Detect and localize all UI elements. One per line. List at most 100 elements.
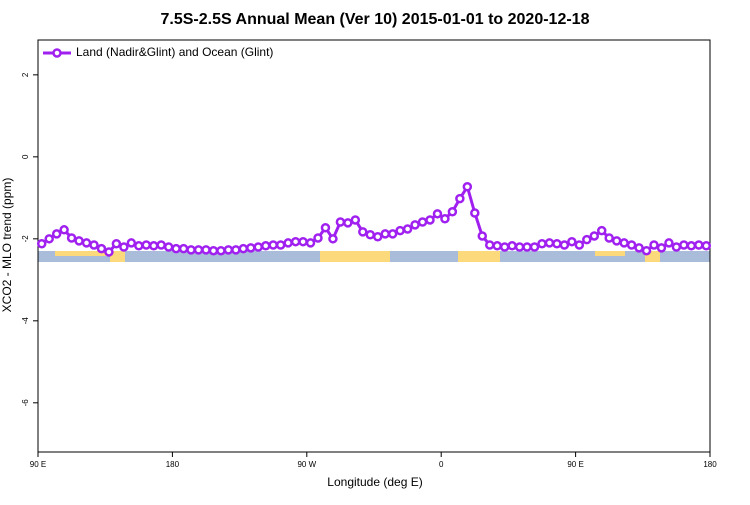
- data-point: [126, 238, 137, 248]
- data-point: [626, 240, 637, 250]
- data-point: [328, 234, 338, 244]
- data-point: [611, 236, 622, 246]
- data-point: [246, 243, 256, 253]
- data-point: [231, 245, 241, 255]
- data-point: [499, 242, 510, 252]
- data-point: [163, 242, 174, 252]
- y-tick-label: 0: [21, 154, 30, 159]
- chart-title: 7.5S-2.5S Annual Mean (Ver 10) 2015-01-0…: [161, 11, 590, 28]
- data-point: [537, 238, 547, 249]
- data-point: [320, 223, 331, 233]
- data-point: [171, 243, 181, 254]
- data-point: [178, 243, 189, 254]
- data-point: [216, 245, 226, 256]
- data-point: [96, 243, 107, 254]
- data-point: [119, 242, 129, 252]
- x-tick-label: 180: [166, 460, 180, 469]
- data-point: [582, 234, 592, 245]
- data-point: [417, 217, 428, 227]
- data-point: [634, 243, 644, 253]
- data-point: [59, 225, 69, 235]
- data-point: [81, 238, 92, 248]
- data-point: [641, 245, 652, 256]
- data-point: [671, 242, 682, 252]
- data-point: [365, 229, 376, 240]
- data-point: [589, 231, 600, 241]
- x-tick-label: 90 E: [30, 460, 46, 469]
- data-point: [432, 209, 443, 219]
- data-point: [313, 233, 323, 243]
- data-point: [372, 232, 383, 242]
- data-point: [664, 238, 674, 248]
- data-point: [44, 234, 54, 244]
- data-point: [544, 238, 555, 248]
- data-point: [380, 229, 390, 239]
- data-point: [305, 238, 316, 248]
- data-point: [559, 240, 570, 250]
- data-point: [596, 225, 607, 236]
- data-point: [574, 240, 585, 250]
- data-point: [208, 245, 219, 256]
- data-point: [223, 245, 234, 255]
- land: [55, 251, 110, 256]
- y-tick-label: -4: [21, 317, 30, 325]
- data-point: [350, 215, 361, 225]
- legend-marker: [52, 48, 62, 58]
- data-point: [66, 233, 77, 243]
- data-point: [649, 240, 659, 250]
- data-point: [552, 238, 562, 249]
- x-tick-label: 90 E: [567, 460, 583, 469]
- data-point: [275, 240, 286, 250]
- land-ocean-band: [38, 251, 710, 262]
- data-point: [193, 245, 204, 255]
- data-point: [686, 241, 697, 251]
- data-point: [402, 224, 413, 234]
- land: [458, 251, 500, 262]
- data-point: [141, 240, 152, 250]
- data-point: [260, 241, 271, 251]
- y-tick-label: -2: [21, 235, 30, 243]
- land: [595, 251, 625, 256]
- data-point: [89, 240, 99, 250]
- data-point: [395, 225, 405, 236]
- data-point: [283, 238, 293, 248]
- data-point: [604, 233, 614, 243]
- data-point: [522, 242, 532, 252]
- data-point: [268, 240, 278, 250]
- land: [645, 251, 660, 262]
- data-point: [567, 236, 577, 247]
- data-point: [455, 193, 465, 204]
- data-point: [186, 245, 196, 255]
- y-tick-label: -6: [21, 399, 30, 407]
- data-point: [387, 229, 398, 239]
- data-point: [462, 182, 473, 192]
- data-point: [619, 238, 629, 248]
- data-point: [694, 240, 704, 250]
- data-point: [529, 242, 540, 252]
- data-point: [335, 217, 346, 227]
- data-point: [36, 238, 47, 249]
- data-point: [447, 207, 458, 217]
- data-point: [410, 220, 420, 230]
- data-point: [134, 241, 144, 251]
- data-point: [701, 241, 712, 251]
- data-point: [425, 215, 435, 225]
- x-tick-label: 0: [439, 460, 444, 469]
- x-tick-label: 180: [703, 460, 717, 469]
- data-point: [51, 229, 62, 239]
- data-point: [104, 247, 114, 257]
- data-point: [656, 243, 667, 253]
- x-tick-label: 90 W: [297, 460, 316, 469]
- land: [110, 251, 125, 262]
- x-axis-label: Longitude (deg E): [327, 475, 422, 489]
- y-axis-label: XCO2 - MLO trend (ppm): [0, 178, 14, 313]
- data-point: [111, 238, 122, 249]
- data-point: [156, 240, 166, 250]
- data-point: [440, 213, 450, 224]
- data-point: [343, 218, 353, 228]
- data-point: [74, 236, 84, 246]
- data-point: [679, 240, 689, 250]
- data-point: [477, 231, 488, 241]
- legend-label: Land (Nadir&Glint) and Ocean (Glint): [76, 45, 273, 59]
